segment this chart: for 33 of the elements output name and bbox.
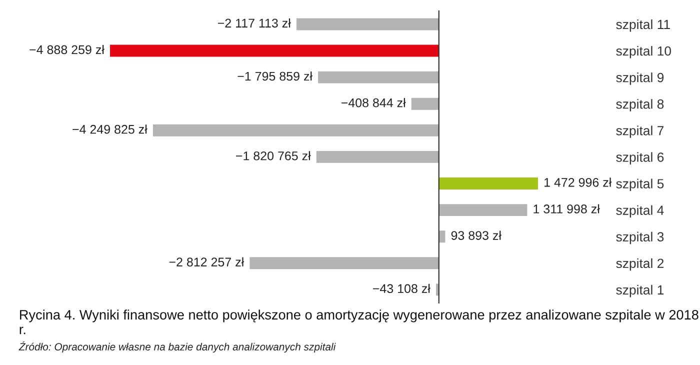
y-tick-label: szpital 10	[616, 46, 672, 58]
y-tick-label: szpital 3	[616, 232, 664, 244]
y-tick-label: szpital 7	[616, 126, 664, 138]
y-tick-label: szpital 1	[616, 284, 664, 298]
bar	[152, 124, 439, 136]
bar	[296, 18, 439, 30]
y-tick-label: szpital 5	[616, 178, 664, 192]
bar	[110, 44, 439, 57]
y-tick-label: szpital 8	[616, 99, 664, 112]
data-label: −2 812 257 zł	[169, 257, 244, 266]
bar	[318, 71, 439, 84]
data-label: −4 249 825 zł	[72, 124, 148, 134]
bar	[438, 204, 528, 216]
data-label: −408 844 zł	[341, 98, 406, 108]
y-tick-label: szpital 6	[616, 152, 664, 164]
text: Rycina 4. Wyniki finansowe netto powiększone o amortyzację wygenerowane przez analizowane szpitale w 2018 r.	[20, 310, 698, 334]
data-label: −1 795 859 zł	[238, 71, 312, 81]
y-tick-label: szpital 9	[616, 72, 664, 85]
data-label: 93 893 zł	[451, 230, 502, 240]
data-label: −43 108 zł	[373, 284, 430, 294]
data-label: −4 888 259 zł	[30, 44, 104, 54]
y-tick-label: szpital 11	[616, 19, 670, 32]
data-label: 1 472 996 zł	[544, 178, 612, 187]
bar	[438, 178, 538, 190]
y-tick-label: szpital 2	[616, 258, 664, 271]
y-tick-label: szpital 4	[616, 205, 664, 218]
bar	[316, 150, 439, 163]
data-label: 1 311 998 zł	[534, 204, 600, 214]
data-label: −1 820 765 zł	[236, 151, 311, 160]
data-label: −2 117 113 zł	[218, 18, 291, 28]
text: Źródło: Opracowanie własne na bazie danych analizowanych szpitali	[18, 341, 336, 353]
bar	[411, 98, 439, 110]
bar	[250, 257, 439, 270]
